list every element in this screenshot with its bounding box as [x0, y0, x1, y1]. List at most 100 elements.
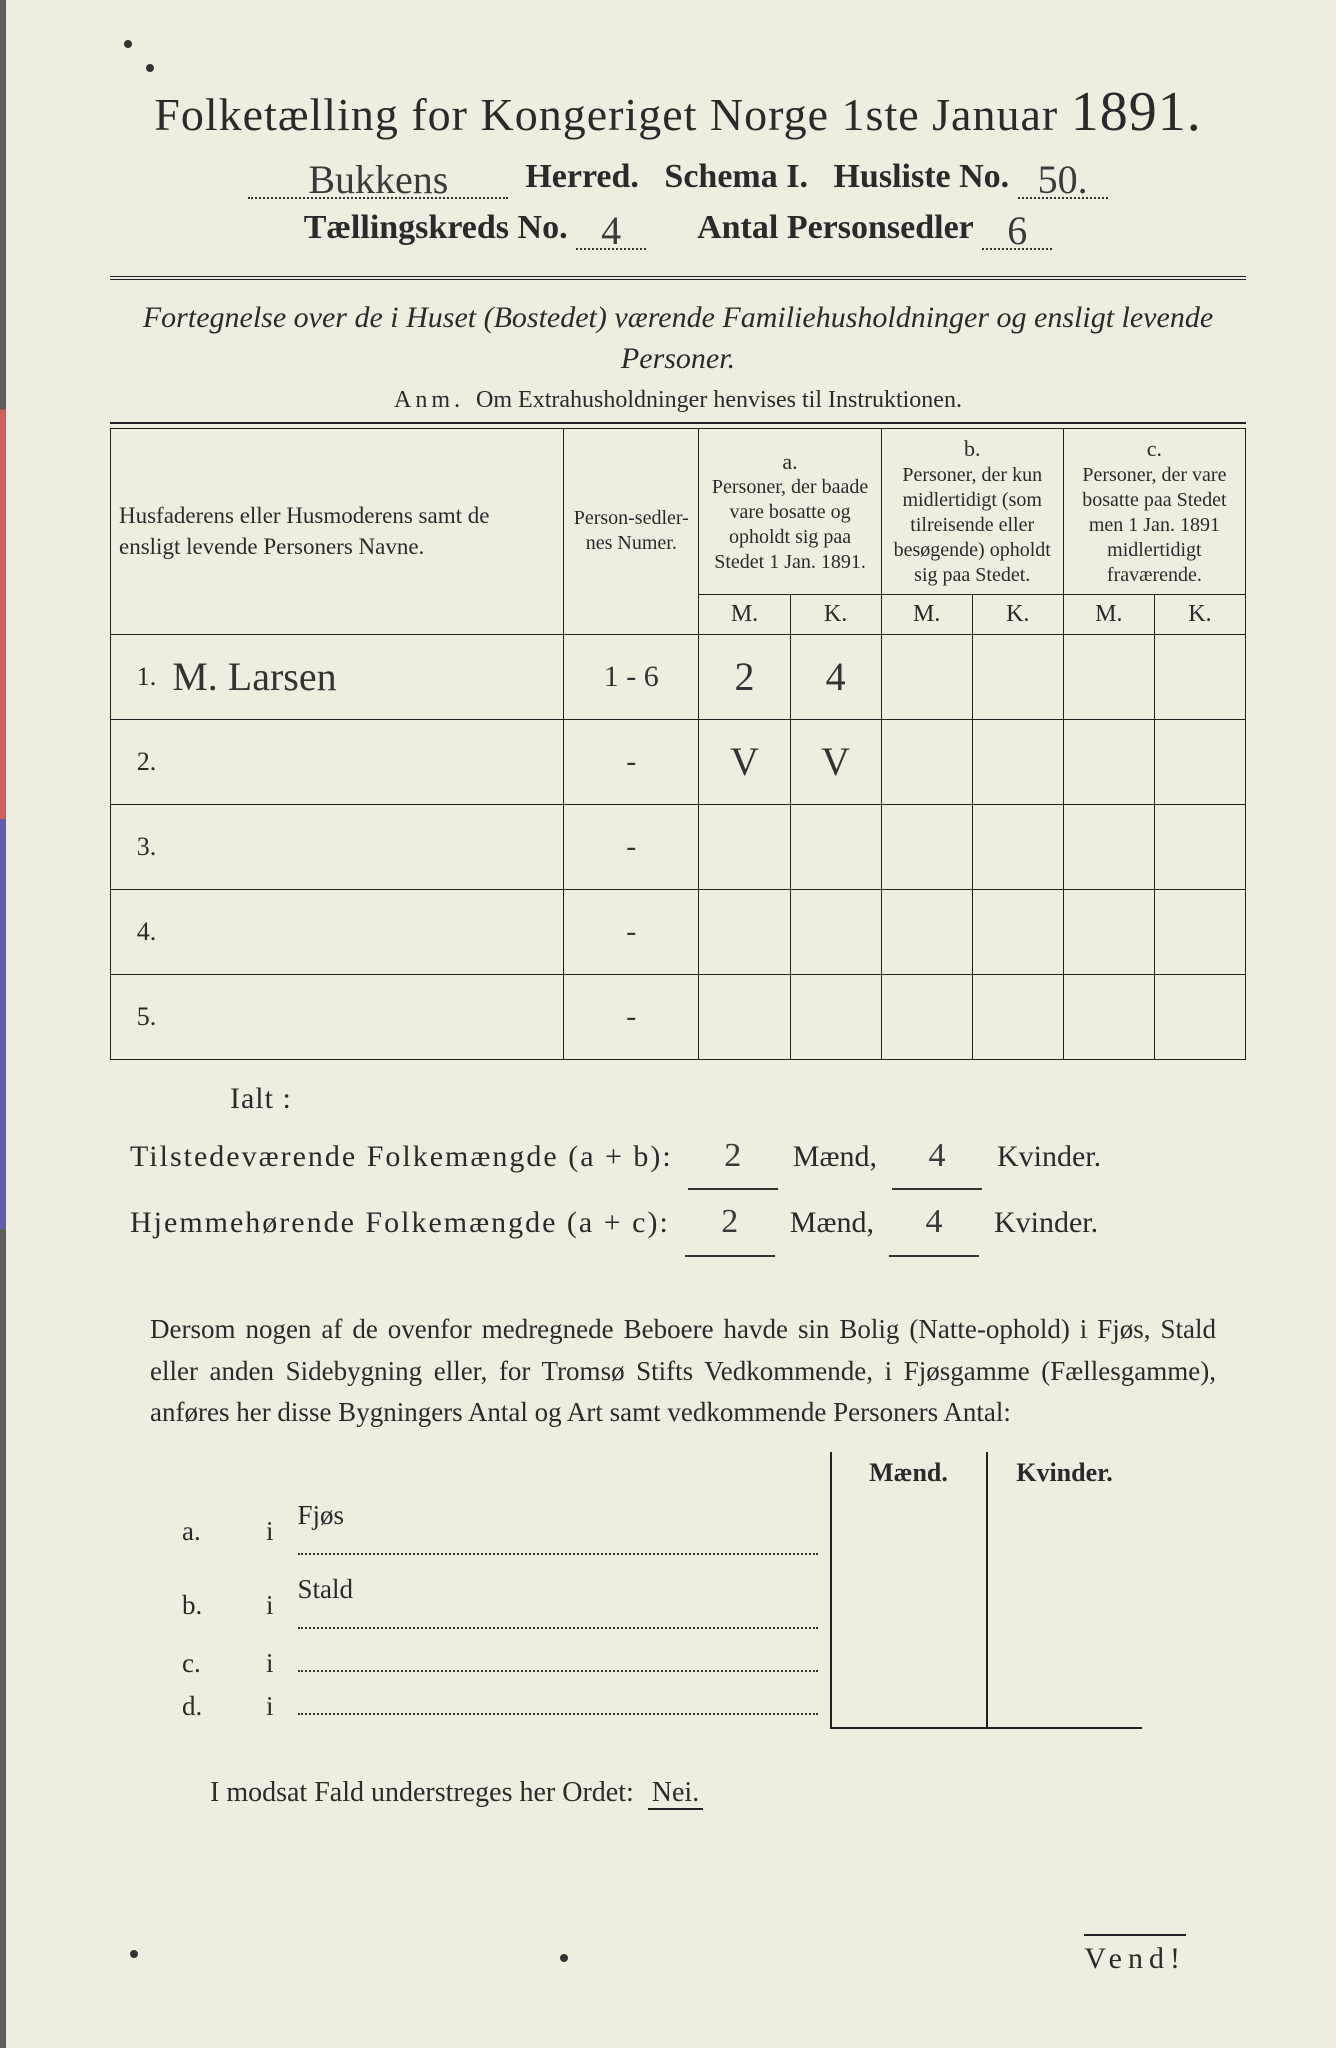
- building-m: [831, 1494, 987, 1568]
- ink-spot: [146, 64, 154, 72]
- schema-label: Schema I.: [664, 158, 808, 195]
- row-a-m: [699, 889, 790, 974]
- title-year: 1891.: [1071, 81, 1202, 143]
- row-a-k: V: [790, 719, 881, 804]
- col-names: Husfaderens eller Husmoderens samt de en…: [111, 429, 564, 635]
- building-m: [831, 1568, 987, 1642]
- col-c-text: Personer, der vare bosatte paa Stedet me…: [1072, 463, 1237, 588]
- herred-value: Bukkens: [308, 156, 448, 203]
- building-type: [286, 1685, 831, 1728]
- col-b-text: Personer, der kun midlertidigt (som tilr…: [890, 463, 1055, 588]
- row-a-m: [699, 804, 790, 889]
- row-a-m: V: [699, 719, 790, 804]
- building-type: Stald: [286, 1568, 831, 1642]
- col-c-k: K.: [1154, 594, 1245, 634]
- header-line-2: Bukkens Herred. Schema I. Husliste No. 5…: [110, 150, 1246, 199]
- row-c-m: [1063, 719, 1154, 804]
- row-b-k: [972, 889, 1063, 974]
- row-name: [164, 889, 563, 974]
- row-a-k: 4: [790, 634, 881, 719]
- small-m-hdr: Mænd.: [831, 1452, 987, 1494]
- table-row: 1. M. Larsen 1 - 6 2 4: [111, 634, 1246, 719]
- title-text: Folketælling for Kongeriget Norge 1ste J…: [154, 89, 1058, 140]
- small-k-hdr: Kvinder.: [987, 1452, 1142, 1494]
- husliste-label: Husliste No.: [833, 158, 1009, 195]
- header-line-3: Tællingskreds No. 4 Antal Personsedler 6: [110, 201, 1246, 250]
- row-name: [164, 974, 563, 1059]
- building-row: a. i Fjøs: [170, 1494, 1142, 1568]
- para-text: Dersom nogen af de ovenfor medregnede Be…: [150, 1314, 1216, 1428]
- row-a-k: [790, 889, 881, 974]
- building-i: i: [254, 1494, 286, 1568]
- kvinder-label: Kvinder.: [997, 1140, 1101, 1173]
- row-b-k: [972, 974, 1063, 1059]
- table-row: 5. -: [111, 974, 1246, 1059]
- col-c-m: M.: [1063, 594, 1154, 634]
- tot-ac-k: 4: [925, 1203, 942, 1240]
- row-b-m: [881, 804, 972, 889]
- building-k: [987, 1568, 1142, 1642]
- row-c-m: [1063, 889, 1154, 974]
- row-a-k: [790, 804, 881, 889]
- col-a: a. Personer, der baade vare bosatte og o…: [699, 429, 881, 595]
- building-row: d. i: [170, 1685, 1142, 1728]
- row-c-k: [1154, 889, 1245, 974]
- divider: [110, 276, 1246, 280]
- totals: Tilstedeværende Folkemængde (a + b): 2 M…: [130, 1124, 1246, 1257]
- building-letter: b.: [170, 1568, 254, 1642]
- tot-ab-k: 4: [928, 1137, 945, 1174]
- row-numer: -: [564, 889, 699, 974]
- row-name: [164, 804, 563, 889]
- building-type: [286, 1642, 831, 1685]
- col-c-top: c.: [1072, 435, 1237, 463]
- building-i: i: [254, 1642, 286, 1685]
- antal-value: 6: [1007, 207, 1027, 254]
- col-names-text: Husfaderens eller Husmoderens samt de en…: [119, 503, 489, 559]
- row-c-m: [1063, 634, 1154, 719]
- row-c-m: [1063, 804, 1154, 889]
- col-a-m: M.: [699, 594, 790, 634]
- row-number: 4.: [111, 889, 165, 974]
- col-numer: Person-sedler-nes Numer.: [564, 429, 699, 635]
- kreds-label: Tællingskreds No.: [304, 209, 568, 246]
- anm-label: Anm.: [394, 387, 464, 413]
- col-c: c. Personer, der vare bosatte paa Stedet…: [1063, 429, 1245, 595]
- row-c-k: [1154, 719, 1245, 804]
- divider-thin: [110, 422, 1246, 424]
- row-b-m: [881, 719, 972, 804]
- nei-pre: I modsat Fald understreges her Ordet:: [210, 1777, 634, 1808]
- building-m: [831, 1642, 987, 1685]
- building-k: [987, 1685, 1142, 1728]
- page-title: Folketælling for Kongeriget Norge 1ste J…: [110, 80, 1246, 144]
- ink-spot: [560, 1954, 568, 1962]
- nei-word: Nei.: [648, 1777, 703, 1810]
- building-k: [987, 1494, 1142, 1568]
- ialt-label: Ialt :: [230, 1082, 1246, 1116]
- col-a-k: K.: [790, 594, 881, 634]
- nei-line: I modsat Fald understreges her Ordet: Ne…: [210, 1777, 1246, 1809]
- building-k: [987, 1642, 1142, 1685]
- maend-label-2: Mænd,: [790, 1206, 874, 1239]
- table-row: 2. - V V: [111, 719, 1246, 804]
- row-c-k: [1154, 634, 1245, 719]
- col-b-top: b.: [890, 435, 1055, 463]
- census-form-page: Folketælling for Kongeriget Norge 1ste J…: [0, 0, 1336, 2048]
- row-c-k: [1154, 804, 1245, 889]
- row-b-m: [881, 889, 972, 974]
- anm-text: Om Extrahusholdninger henvises til Instr…: [476, 387, 962, 413]
- row-b-m: [881, 634, 972, 719]
- row-numer: -: [564, 804, 699, 889]
- row-number: 2.: [111, 719, 165, 804]
- building-m: [831, 1685, 987, 1728]
- building-i: i: [254, 1568, 286, 1642]
- row-c-m: [1063, 974, 1154, 1059]
- building-type: Fjøs: [286, 1494, 831, 1568]
- row-b-m: [881, 974, 972, 1059]
- hjemme-label: Hjemmehørende Folkemængde (a + c):: [130, 1206, 670, 1239]
- table-row: 3. -: [111, 804, 1246, 889]
- maend-label: Mænd,: [793, 1140, 877, 1173]
- col-a-top: a.: [707, 448, 872, 476]
- tot-ab-m: 2: [724, 1137, 741, 1174]
- building-row: b. i Stald: [170, 1568, 1142, 1642]
- tilstede-label: Tilstedeværende Folkemængde (a + b):: [130, 1140, 673, 1173]
